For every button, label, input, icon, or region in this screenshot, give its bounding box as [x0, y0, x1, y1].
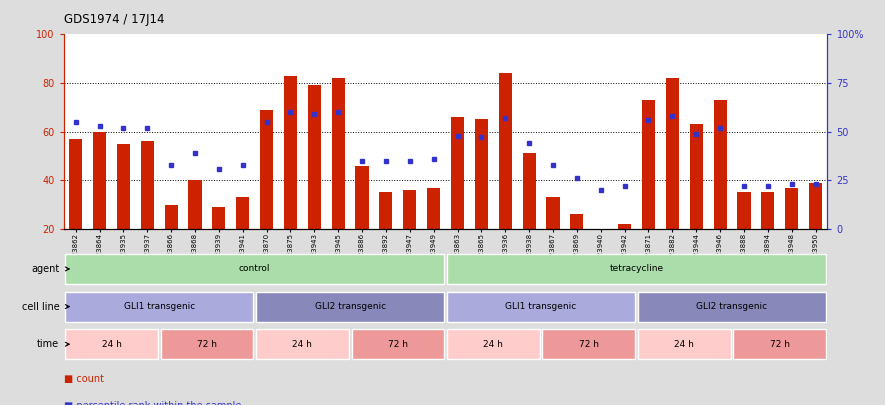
Bar — [734, 329, 826, 359]
Bar — [447, 329, 540, 359]
Bar — [570, 214, 583, 277]
Bar — [380, 192, 392, 277]
Text: 24 h: 24 h — [674, 340, 694, 349]
Text: control: control — [239, 264, 271, 273]
Text: 72 h: 72 h — [388, 340, 408, 349]
Bar — [447, 292, 635, 322]
Bar — [522, 153, 535, 277]
Bar — [689, 124, 703, 277]
Bar — [65, 329, 158, 359]
Bar — [785, 188, 798, 277]
Text: GLI1 transgenic: GLI1 transgenic — [505, 302, 577, 311]
Bar — [404, 190, 416, 277]
Bar — [165, 205, 178, 277]
Bar — [65, 292, 253, 322]
Bar — [69, 139, 82, 277]
Text: GLI2 transgenic: GLI2 transgenic — [314, 302, 386, 311]
Text: cell line: cell line — [21, 302, 59, 311]
Bar — [284, 76, 297, 277]
Bar — [260, 110, 273, 277]
Bar — [809, 183, 822, 277]
Text: 72 h: 72 h — [197, 340, 217, 349]
Bar — [93, 132, 106, 277]
Bar — [638, 292, 826, 322]
Text: 24 h: 24 h — [292, 340, 312, 349]
Bar — [761, 192, 774, 277]
Bar — [638, 329, 731, 359]
Text: ■ count: ■ count — [64, 374, 104, 384]
Bar — [475, 119, 488, 277]
Bar — [499, 73, 512, 277]
Text: GDS1974 / 17J14: GDS1974 / 17J14 — [64, 13, 165, 26]
Bar — [356, 166, 369, 277]
Bar — [447, 254, 826, 284]
Text: agent: agent — [31, 264, 59, 274]
Text: ■ percentile rank within the sample: ■ percentile rank within the sample — [64, 401, 241, 405]
Bar — [256, 292, 444, 322]
Text: GLI2 transgenic: GLI2 transgenic — [696, 302, 767, 311]
Bar — [141, 141, 154, 277]
Bar — [332, 78, 345, 277]
Text: time: time — [37, 339, 59, 349]
Bar — [737, 192, 750, 277]
Bar — [189, 180, 202, 277]
Text: 24 h: 24 h — [483, 340, 504, 349]
Bar — [256, 329, 349, 359]
Text: 72 h: 72 h — [770, 340, 789, 349]
Bar — [642, 100, 655, 277]
Text: GLI1 transgenic: GLI1 transgenic — [124, 302, 195, 311]
Bar — [546, 197, 559, 277]
Bar — [594, 241, 607, 277]
Text: 72 h: 72 h — [579, 340, 599, 349]
Text: tetracycline: tetracycline — [610, 264, 664, 273]
Bar — [65, 254, 444, 284]
Bar — [308, 85, 321, 277]
Bar — [713, 100, 727, 277]
Text: 24 h: 24 h — [102, 340, 121, 349]
Bar — [117, 144, 130, 277]
Bar — [427, 188, 440, 277]
Bar — [351, 329, 444, 359]
Bar — [160, 329, 253, 359]
Bar — [451, 117, 464, 277]
Bar — [543, 329, 635, 359]
Bar — [236, 197, 250, 277]
Bar — [618, 224, 631, 277]
Bar — [666, 78, 679, 277]
Bar — [212, 207, 226, 277]
